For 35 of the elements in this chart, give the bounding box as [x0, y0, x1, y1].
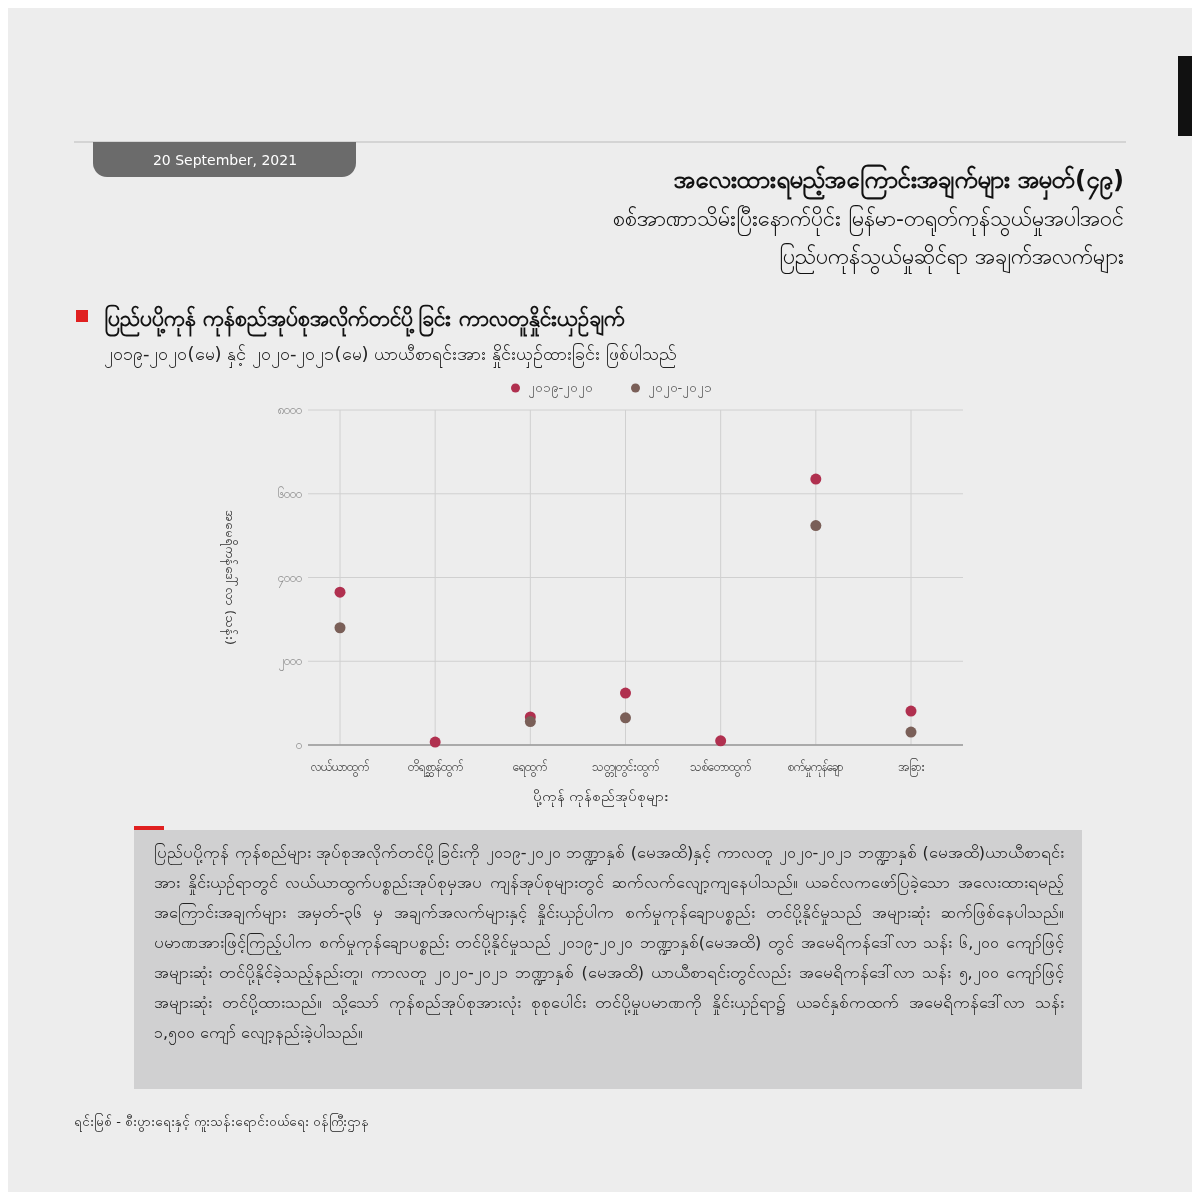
- point: [334, 622, 346, 634]
- chart-title: ပြည်ပပို့ကုန် ကုန်စည်အုပ်စုအလိုက်တင်ပို့ခြင်း ကာလတူနှိုင်းယှဉ်ချက်: [104, 304, 625, 337]
- x-tick-label: သတ္တုတွင်းထွက်: [592, 759, 659, 777]
- point: [524, 716, 536, 728]
- x-axis-title: ပို့ကုန် ကုန်စည်အုပ်စုများ: [532, 788, 669, 807]
- x-tick-label: စက်မှုကုန်ချော: [788, 759, 844, 777]
- y-tick-label: ၈၀၀၀: [278, 403, 302, 418]
- y-tick-label: ၀: [296, 738, 302, 753]
- text: 20 September, 2021: [152, 152, 298, 168]
- x-tick-label: လယ်ယာထွက်: [311, 759, 369, 777]
- y-tick-label: ၄၀၀၀: [278, 570, 302, 588]
- text: အလေးထားရမည့်အကြောင်းအချက်များ အမှတ်(၄၉): [673, 164, 1124, 200]
- text: စစ်အာဏာသိမ်းပြီးနောက်ပိုင်း မြန်မာ-တရုတ်ကုန်သွယ်မှုအပါအဝင်: [613, 205, 1124, 237]
- legend-label: ၂၀၂၀-၂၀၂၁: [647, 380, 713, 398]
- point: [715, 735, 727, 747]
- point: [620, 687, 631, 699]
- point: [905, 705, 917, 717]
- point: [810, 473, 822, 485]
- y-tick-label: ၂၀၀၀: [279, 654, 302, 672]
- text: ပြည်ပကုန်သွယ်မှုဆိုင်ရာ အချက်အလက်များ: [779, 243, 1124, 275]
- x-tick-label: သစ်တောထွက်: [690, 759, 752, 777]
- point: [620, 712, 631, 724]
- x-tick-label: အခြား: [897, 758, 925, 777]
- point: [429, 736, 441, 748]
- y-tick-label: ၆၀၀၀: [278, 485, 302, 501]
- x-tick-label: တိရစ္ဆာန်ထွက်: [407, 759, 463, 777]
- chart-subtitle: ၂၀၁၉-၂၀၂၀(မေ) နှင့် ၂၀၂၀-၂၀၂၁(မေ) ယာယီစာရင်းအား နှိုင်းယှဉ်ထားခြင်း ဖြစ်ပါသည်: [104, 343, 677, 368]
- legend-label: ၂၀၁၉-၂၀၂၀: [527, 380, 594, 398]
- point: [905, 726, 917, 738]
- point: [810, 520, 822, 532]
- x-tick-label: ရေထွက်: [513, 759, 548, 777]
- text: ပြည်ပပို့ကုန် ကုန်စည်များ အုပ်စုအလိုက်တင်ပို့ခြင်းကို ၂၀၁၉-၂၀၂၀ ဘဏ္ဍာနှစ် (မေအထိ)နှင့် ကာလတူ ၂၀၂၀-၂၀၂၁ ဘဏ္ဍာနှစ် (မေအထိ)ယာယီစာရင်းအား နှိုင်းယှဉ်ရာတွင် လယ်ယာထွက်ပစ္စည်းအုပ်စုမှအပ ကျန်အုပ်စုများတွင် ဆက်လက်လျော့ကျနေပါသည်။ ယခင်လကဖော်ပြခဲ့သော အလေးထားရမည့် အကြောင်းအချက်များ အမှတ်-၃၆ မှ အချက်အလက်များနှင့် နှိုင်းယှဉ်ပါက စက်မှုကုန်ချောပစ္စည်း တင်ပို့နိုင်မှုသည် အများဆုံး ဆက်ဖြစ်နေပါသည်။ ပမာဏအားဖြင့်ကြည့်ပါက စက်မှုကုန်ချောပစ္စည်း တင်ပို့နိုင်မှုသည် ၂၀၁၉-၂၀၂၀ ဘဏ္ဍာနှစ်(မေအထိ) တွင် အမေရိကန်ဒေါ်လာ သန်း ၆,၂၀၀ ကျော်ဖြင့် အများဆုံး တင်ပို့နိုင်ခဲ့သည့်နည်းတူ၊ ကာလတူ ၂၀၂၀-၂၀၂၁ ဘဏ္ဍာနှစ် (မေအထိ) ယာယီစာရင်းတွင်လည်း အမေရိကန်ဒေါ်လာ သန်း ၅,၂၀၀ ကျော်ဖြင့် အများဆုံး တင်ပို့ထားသည်။ သို့သော် ကုန်စည်အုပ်စုအားလုံး စုစုပေါင်း တင်ပို့မှုပမာဏကို နှိုင်းယှဉ်ရာ၌ ယခင်နှစ်ကထက် အမေရိကန်ဒေါ်လာ သန်း ၁,၅၀၀ ကျော် လျော့နည်းခဲ့ပါသည်။: [154, 842, 1064, 1047]
- text: ရင်းမြစ် - စီးပွားရေးနှင့် ကူးသန်းရောင်းဝယ်ရေး ဝန်ကြီးဌာန: [74, 1113, 370, 1132]
- point: [334, 586, 346, 598]
- y-axis-title: အမေရိကန်ဒေါ်လာ (သန်း): [220, 509, 238, 646]
